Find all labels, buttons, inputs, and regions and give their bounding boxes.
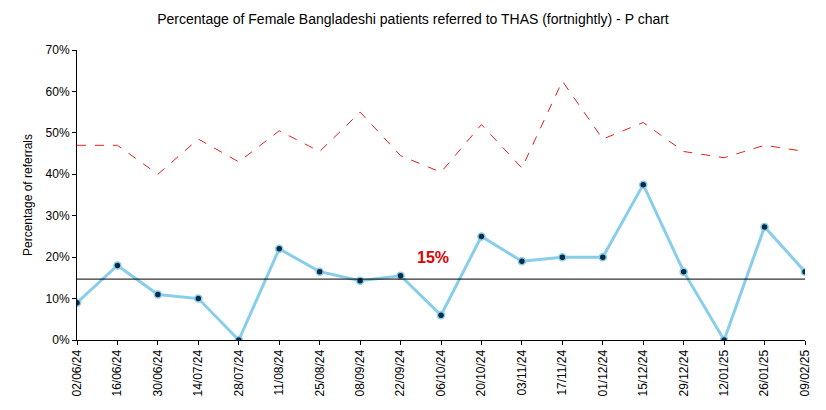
- svg-text:06/10/24: 06/10/24: [434, 349, 448, 396]
- svg-text:20%: 20%: [46, 250, 70, 264]
- svg-text:29/12/24: 29/12/24: [677, 349, 691, 396]
- svg-text:50%: 50%: [46, 126, 70, 140]
- svg-text:15/12/24: 15/12/24: [636, 349, 650, 396]
- svg-text:17/11/24: 17/11/24: [555, 349, 569, 395]
- svg-text:14/07/24: 14/07/24: [191, 349, 205, 396]
- svg-text:70%: 70%: [46, 43, 70, 57]
- svg-text:08/09/24: 08/09/24: [353, 349, 367, 396]
- svg-text:11/08/24: 11/08/24: [272, 349, 286, 395]
- svg-text:30/06/24: 30/06/24: [151, 349, 165, 396]
- svg-text:28/07/24: 28/07/24: [232, 349, 246, 396]
- svg-text:22/09/24: 22/09/24: [393, 349, 407, 396]
- svg-text:03/11/24: 03/11/24: [515, 349, 529, 395]
- svg-text:30%: 30%: [46, 209, 70, 223]
- svg-text:40%: 40%: [46, 167, 70, 181]
- svg-text:12/01/25: 12/01/25: [717, 349, 731, 396]
- svg-text:0%: 0%: [52, 333, 70, 347]
- svg-text:09/02/25: 09/02/25: [798, 349, 812, 396]
- svg-text:02/06/24: 02/06/24: [70, 349, 84, 396]
- svg-text:Percentage of Female Banglades: Percentage of Female Bangladeshi patient…: [157, 11, 669, 27]
- svg-text:26/01/25: 26/01/25: [757, 349, 771, 396]
- svg-text:15%: 15%: [417, 249, 449, 266]
- svg-text:01/12/24: 01/12/24: [596, 349, 610, 396]
- svg-text:10%: 10%: [46, 292, 70, 306]
- svg-text:20/10/24: 20/10/24: [474, 349, 488, 396]
- svg-text:16/06/24: 16/06/24: [110, 349, 124, 396]
- svg-text:Percentage of referrals: Percentage of referrals: [21, 134, 35, 256]
- svg-text:60%: 60%: [46, 85, 70, 99]
- svg-text:25/08/24: 25/08/24: [313, 349, 327, 396]
